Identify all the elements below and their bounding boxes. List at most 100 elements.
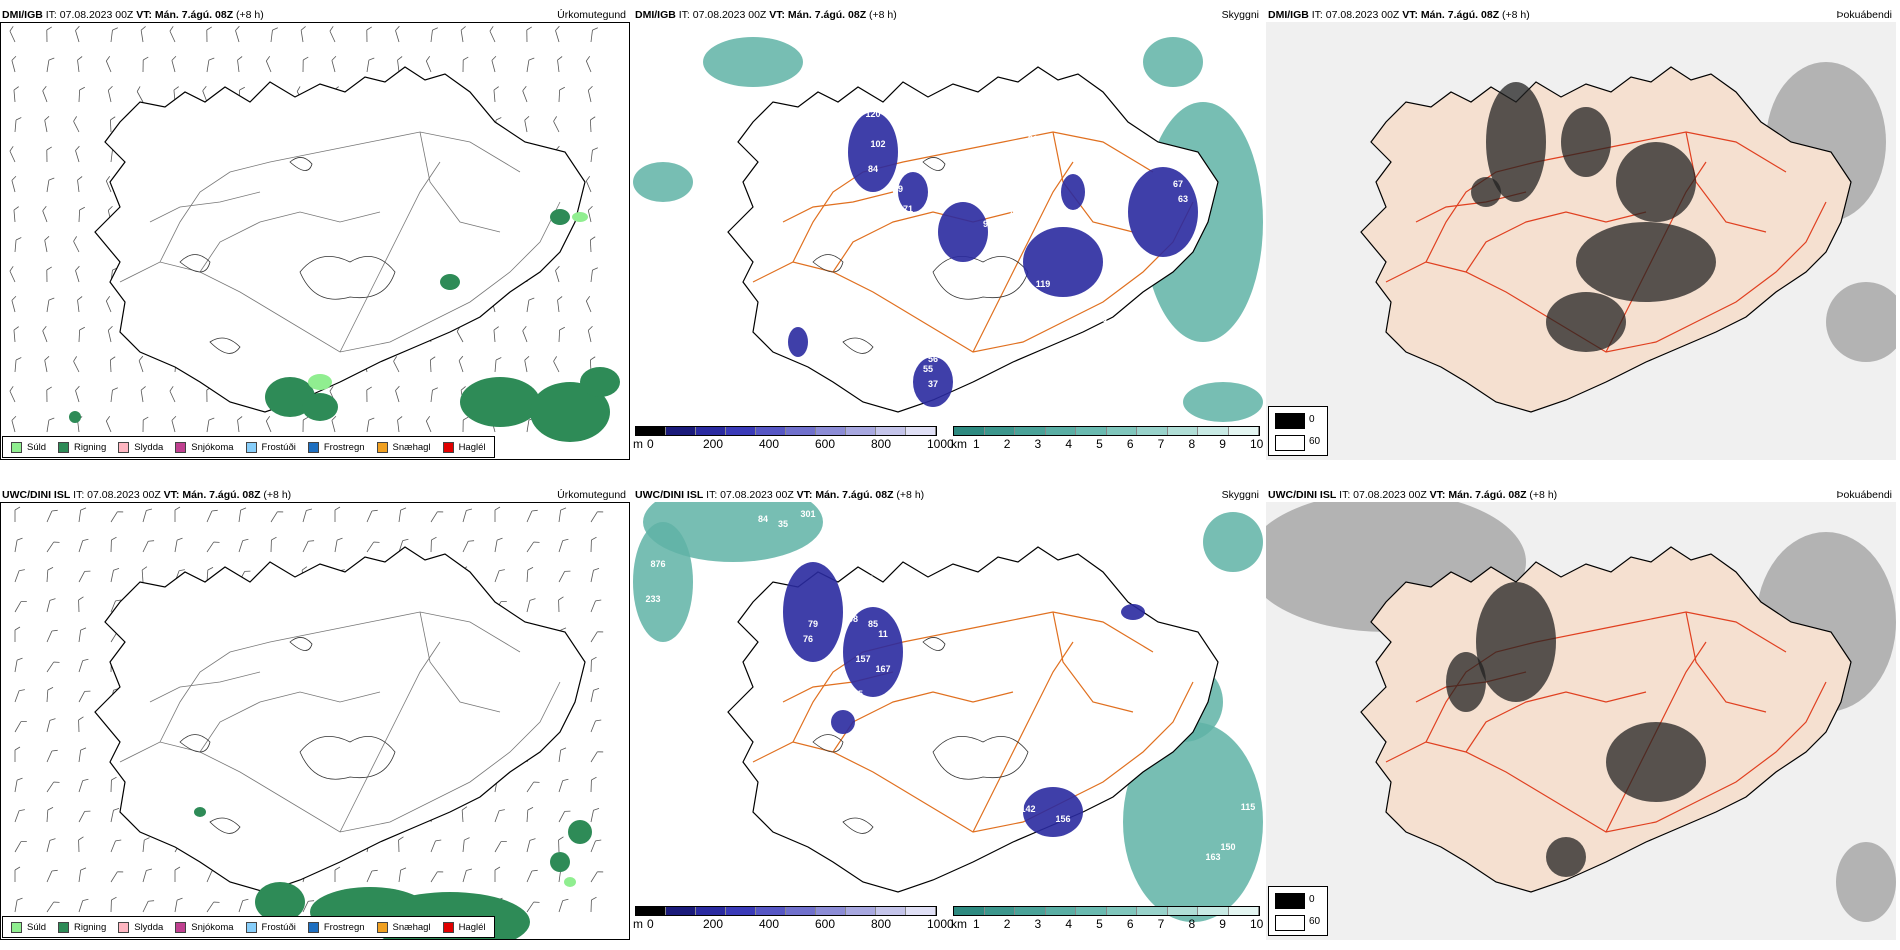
wind-barb [46, 687, 54, 703]
wind-barb [110, 387, 118, 403]
wind-barb [75, 265, 80, 283]
wind-barb [142, 837, 150, 853]
map-panel-cloud: UWC/DINI ISL IT: 07.08.2023 00Z VT: Mán.… [633, 480, 1263, 940]
scale-tick: 5 [1096, 437, 1103, 451]
scale-swatch [1167, 907, 1198, 915]
cloud-base-label: 91 [1028, 134, 1038, 144]
low-visibility-area [633, 162, 693, 202]
panel-header: UWC/DINI ISL IT: 07.08.2023 00Z VT: Mán.… [1268, 489, 1557, 501]
road [1425, 131, 1787, 263]
scale-tick: 1000 [927, 437, 954, 451]
wind-barb [169, 26, 176, 43]
visibility-scale [953, 906, 1260, 916]
valid-time: VT: Mán. 7.ágú. 08Z [1402, 9, 1500, 21]
wind-barb [425, 416, 432, 433]
scale-swatch [1137, 427, 1168, 435]
wind-barb [265, 56, 272, 73]
scale-swatch [726, 427, 756, 435]
model-name: DMI/IGB [635, 9, 676, 21]
cloud-base-label: 167 [875, 664, 890, 674]
wind-barb [9, 266, 16, 283]
wind-barb [75, 145, 80, 163]
rain-area [550, 209, 570, 225]
wind-barb [174, 537, 183, 553]
scale-swatch [1198, 907, 1229, 915]
scale-tick: 8 [1188, 437, 1196, 451]
low-visibility-area [1143, 37, 1203, 87]
wind-barb [105, 176, 112, 193]
cloud-base-label: 94 [983, 219, 993, 229]
legend-label: Haglél [458, 921, 486, 933]
wind-barb [105, 416, 112, 433]
legend-swatch [245, 921, 257, 933]
cloud-base-label: 85 [868, 619, 878, 629]
scale-tick: 600 [815, 917, 836, 931]
fog-area [1546, 292, 1626, 352]
wind-barb [44, 236, 50, 253]
wind-barb [78, 658, 89, 673]
scale-tick: 400 [759, 437, 780, 451]
sea-fog-area [1826, 282, 1896, 362]
map-panel-precip: DMI/IGB IT: 07.08.2023 00Z VT: Mán. 7.ág… [0, 0, 630, 460]
scale-swatch [906, 427, 936, 435]
wind-barb [558, 778, 569, 793]
scale-swatch [876, 427, 906, 435]
wind-barb [429, 356, 436, 373]
rain-area [550, 852, 570, 872]
wind-barb [46, 718, 56, 733]
road [419, 611, 501, 713]
wind-barb [110, 599, 122, 613]
wind-barb [78, 867, 87, 883]
legend-swatch [376, 921, 388, 933]
rain-area [69, 411, 81, 423]
road [792, 131, 1154, 263]
cloud-base-area [938, 202, 988, 262]
wind-barb [206, 57, 215, 73]
low-visibility-area [703, 37, 803, 87]
legend-label: Frostregn [323, 441, 365, 453]
fog-key-label: 0 [1309, 414, 1315, 425]
wind-barb [109, 356, 116, 373]
cloud-base-label: 91 [848, 704, 858, 714]
wind-barb [524, 356, 530, 373]
wind-barb [73, 116, 80, 133]
wind-barb [78, 326, 85, 343]
scale-tick: 800 [871, 437, 892, 451]
cloud-base-label: 77 [833, 244, 843, 254]
rain-area [302, 393, 338, 421]
wind-barb [78, 898, 89, 913]
fog-key-swatch [1275, 413, 1305, 429]
map-panel-fog: DMI/IGB IT: 07.08.2023 00Z VT: Mán. 7.ág… [1266, 0, 1896, 460]
wind-barb [42, 325, 48, 343]
lead-time: (+8 h) [233, 9, 264, 21]
cloud-base-label: 150 [1220, 842, 1235, 852]
init-time: IT: 07.08.2023 00Z [42, 9, 137, 21]
lead-time: (+8 h) [893, 489, 925, 501]
fog-key-swatch [1275, 435, 1305, 451]
legend-label: Rigning [74, 441, 107, 453]
wind-barb [430, 839, 442, 853]
wind-barb [398, 836, 404, 853]
cloud-base-label: 67 [1173, 179, 1183, 189]
wind-barb [590, 536, 597, 553]
wind-barb [44, 356, 50, 373]
legend-item: Súld [11, 441, 46, 453]
wind-barb [589, 236, 596, 253]
low-visibility-area [1123, 722, 1263, 922]
wind-barb [14, 117, 22, 133]
panel-header: DMI/IGB IT: 07.08.2023 00Z VT: Mán. 7.ág… [2, 9, 264, 21]
legend-label: Rigning [74, 921, 107, 933]
wind-barb [11, 175, 17, 193]
legend-item: Snjókoma [175, 441, 234, 453]
panel-title: Úrkomutegund [557, 489, 626, 501]
wind-barb [555, 265, 560, 283]
glacier-outline [209, 817, 241, 834]
glacier-outline [179, 254, 211, 273]
wind-barb [206, 541, 220, 553]
wind-barb [430, 871, 444, 883]
wind-barb [46, 901, 60, 913]
wind-barb [493, 86, 499, 103]
glacier-outline [922, 637, 946, 651]
wind-barb [78, 810, 91, 823]
wind-barb [110, 776, 117, 793]
